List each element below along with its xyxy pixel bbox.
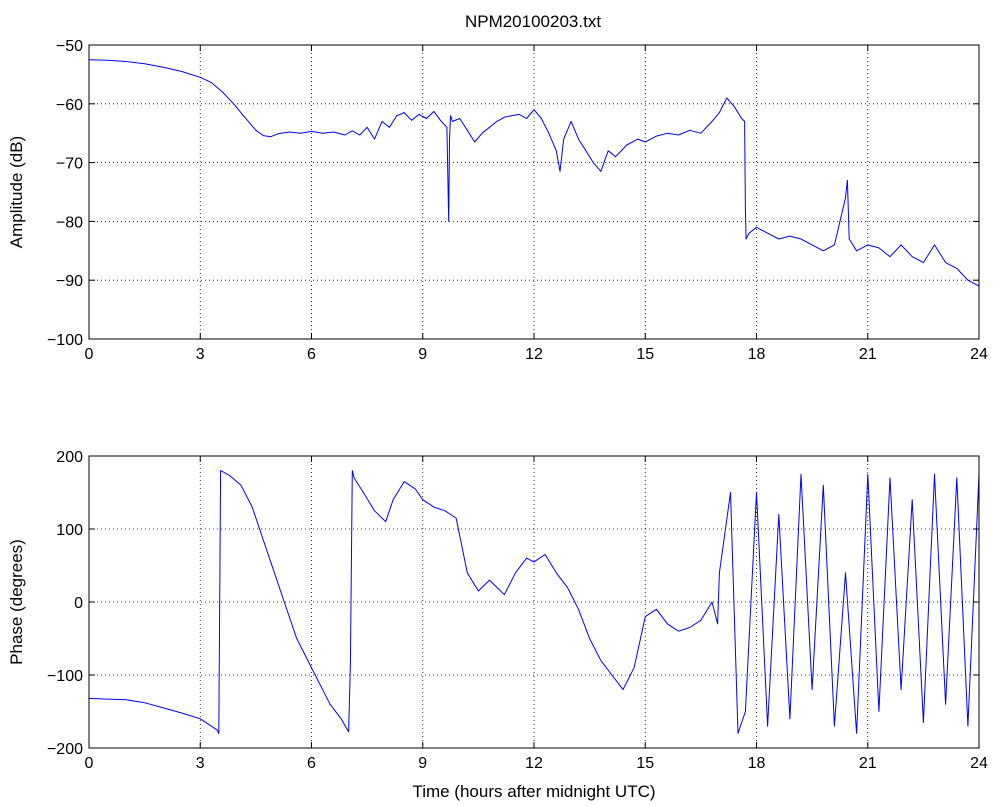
y-tick-label: −70 <box>56 156 83 173</box>
y-tick-label: −200 <box>47 741 83 758</box>
x-tick-label: 21 <box>859 346 877 363</box>
chart-title: NPM20100203.txt <box>465 12 601 31</box>
x-tick-label: 0 <box>85 346 94 363</box>
y-axis-label: Phase (degrees) <box>7 539 26 665</box>
x-axis-label: Time (hours after midnight UTC) <box>412 782 655 801</box>
x-tick-label: 18 <box>748 346 766 363</box>
x-tick-label: 15 <box>636 755 654 772</box>
x-tick-label: 24 <box>970 755 988 772</box>
series-line <box>88 59 980 287</box>
y-tick-label: −80 <box>56 214 83 231</box>
grid-lines <box>89 456 979 748</box>
y-axis-label: Amplitude (dB) <box>7 136 26 248</box>
x-tick-label: 12 <box>525 346 543 363</box>
x-tick-label: 6 <box>307 346 316 363</box>
x-tick-label: 15 <box>636 346 654 363</box>
x-tick-label: 18 <box>748 755 766 772</box>
y-tick-label: 0 <box>74 595 83 612</box>
x-tick-label: 6 <box>307 755 316 772</box>
x-tick-label: 0 <box>85 755 94 772</box>
y-tick-label: −90 <box>56 273 83 290</box>
x-tick-label: 24 <box>970 346 988 363</box>
grid-lines <box>89 45 979 339</box>
y-tick-label: −50 <box>56 38 83 55</box>
y-tick-label: −100 <box>47 332 83 349</box>
x-tick-label: 12 <box>525 755 543 772</box>
x-tick-label: 3 <box>196 346 205 363</box>
x-tick-label: 21 <box>859 755 877 772</box>
y-tick-label: −60 <box>56 97 83 114</box>
x-tick-label: 9 <box>418 755 427 772</box>
x-tick-label: 9 <box>418 346 427 363</box>
y-tick-label: 100 <box>56 522 83 539</box>
y-tick-label: −100 <box>47 668 83 685</box>
x-tick-label: 3 <box>196 755 205 772</box>
amplitude-plot: 0 3 6 9 12 15 18 21 24 −50 −60 −70 −80 −90 −100 Amplitu… <box>7 38 988 363</box>
phase-plot: 0 3 6 9 12 15 18 21 24 200 100 0 −100 −200 Phase (degr… <box>7 449 988 801</box>
y-tick-label: 200 <box>56 449 83 466</box>
series-line <box>88 470 980 734</box>
